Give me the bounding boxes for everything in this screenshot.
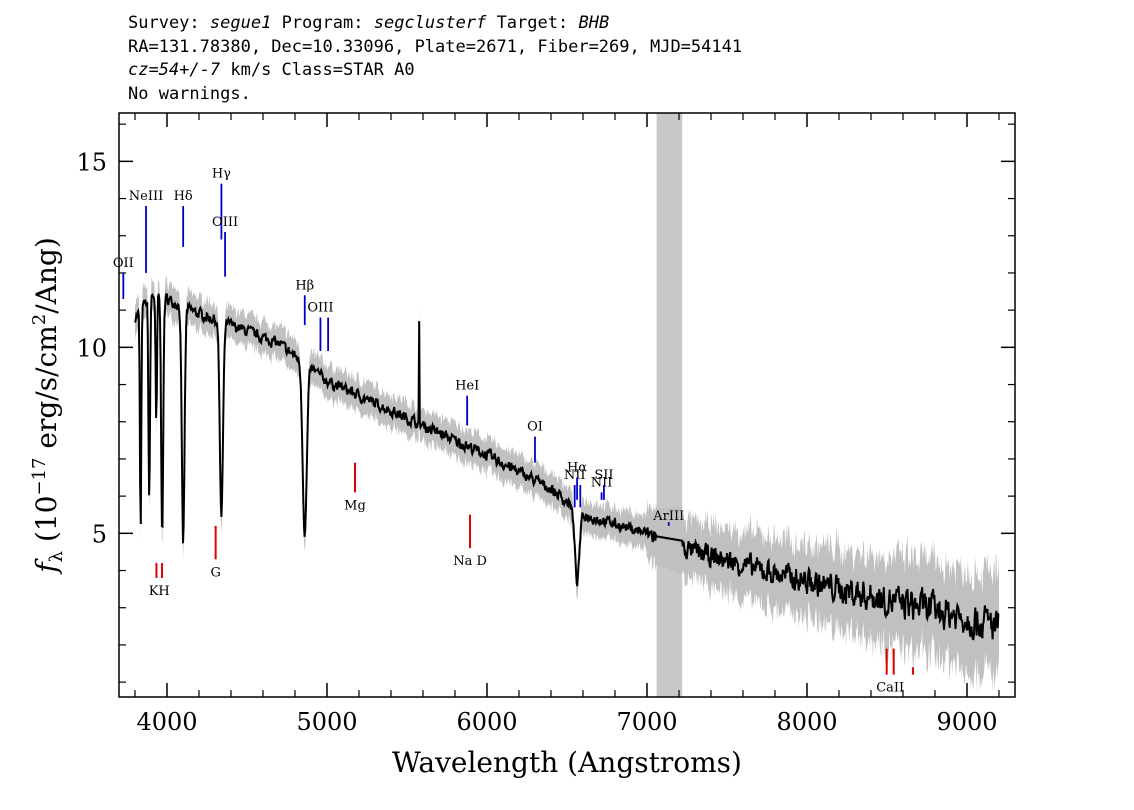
absorption-label: CaII — [876, 681, 904, 696]
survey-label: Survey: — [128, 13, 200, 33]
y-tick-label: 10 — [76, 334, 107, 362]
program-label: Program: — [281, 13, 364, 33]
class-value: km/s Class=STAR A0 — [220, 60, 415, 80]
target-value: BHB — [578, 13, 610, 33]
emission-label: OIII — [307, 301, 333, 316]
target-label: Target: — [496, 13, 569, 33]
emission-label: NeIII — [129, 189, 163, 204]
plot-area — [134, 113, 1000, 697]
y-label-exponent: −17 — [29, 458, 50, 496]
emission-label: Hδ — [174, 189, 193, 204]
emission-label: OII — [113, 256, 134, 271]
survey-value: segue1 — [209, 13, 272, 33]
spectrum-header: Survey: segue1 Program: segclusterf Targ… — [128, 12, 1028, 106]
emission-label: ArIII — [652, 509, 684, 524]
masked-region — [656, 113, 683, 697]
x-tick-label: 7000 — [616, 708, 677, 736]
header-line-redshift: cz=54+/-7 km/s Class=STAR A0 — [128, 59, 1028, 83]
y-label-units: erg/s/cm — [30, 325, 63, 457]
header-line-warnings: No warnings. — [128, 83, 251, 104]
header-line-coordinates: RA=131.78380, Dec=10.33096, Plate=2671, … — [128, 36, 743, 57]
emission-label: OI — [527, 420, 543, 435]
emission-label: NII — [591, 475, 613, 490]
flux-line — [134, 292, 1000, 641]
y-label-exponent2: 2 — [29, 314, 50, 325]
plot-frame — [118, 112, 1016, 698]
x-tick-label: 8000 — [776, 708, 837, 736]
error-band — [135, 275, 999, 695]
absorption-label: KH — [149, 584, 170, 599]
y-label-end: /Ang) — [30, 237, 63, 314]
emission-label: Hγ — [212, 167, 231, 182]
emission-label: Hα — [567, 461, 587, 476]
x-tick-label: 6000 — [456, 708, 517, 736]
absorption-label: Mg — [344, 498, 366, 513]
x-tick-label: 9000 — [936, 708, 997, 736]
mask-connector — [656, 535, 683, 542]
emission-label: Hβ — [295, 278, 314, 293]
header-line-survey: Survey: segue1 Program: segclusterf Targ… — [128, 12, 1028, 36]
y-tick-label: 5 — [92, 520, 107, 548]
absorption-label: G — [210, 565, 220, 580]
emission-label: HeI — [455, 379, 479, 394]
emission-label: OIII — [212, 215, 238, 230]
redshift-value: cz=54+/-7 — [128, 60, 221, 80]
y-label-lambda: λ — [46, 551, 67, 562]
emission-label: NII — [564, 468, 586, 483]
y-axis-label: fλ (10−17 erg/s/cm2/Ang) — [29, 237, 67, 575]
emission-label: SII — [594, 468, 613, 483]
y-tick-label: 15 — [76, 148, 107, 176]
program-value: segclusterf — [373, 13, 487, 33]
y-label-main: (10 — [30, 496, 63, 551]
x-tick-label: 4000 — [136, 708, 197, 736]
x-axis-label: Wavelength (Angstroms) — [392, 746, 742, 779]
x-tick-label: 5000 — [296, 708, 357, 736]
absorption-label: Na D — [453, 554, 487, 569]
